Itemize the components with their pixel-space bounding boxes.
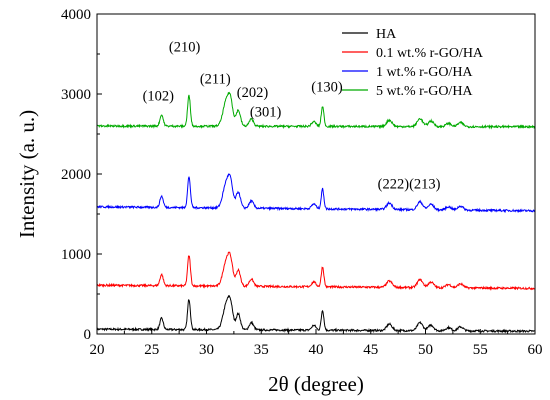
legend-label: 1 wt.% r-GO/HA	[376, 65, 473, 80]
x-tick-label: 25	[144, 342, 159, 358]
y-axis-title: Intensity (a. u.)	[15, 110, 39, 238]
peak-annotation: (102)	[143, 88, 175, 104]
y-tick-label: 3000	[61, 87, 91, 103]
x-tick-label: 30	[199, 342, 214, 358]
legend: HA 0.1 wt.% r-GO/HA 1 wt.% r-GO/HA 5 wt.% r…	[342, 27, 484, 99]
x-axis-title: 2θ (degree)	[268, 372, 364, 396]
y-tick-label: 1000	[61, 247, 91, 263]
x-tick-label: 60	[528, 342, 543, 358]
series-line	[96, 173, 536, 214]
legend-label: 0.1 wt.% r-GO/HA	[376, 46, 484, 61]
series-line	[96, 294, 536, 334]
series-line	[96, 251, 536, 291]
x-tick-label: 20	[90, 342, 105, 358]
x-tick-label: 45	[363, 342, 378, 358]
peak-annotation: (211)	[200, 72, 231, 88]
series-line	[96, 91, 536, 130]
y-tick-label: 2000	[61, 167, 91, 183]
x-tick-label: 55	[473, 342, 488, 358]
x-tick-label: 40	[309, 342, 324, 358]
axis-layer: 20 25 30 35 40 45 50 55 60 0 1000 2000 3000 4000	[61, 7, 543, 358]
peak-annotation: (210)	[169, 40, 201, 56]
legend-label: HA	[376, 27, 397, 42]
y-tick-label: 4000	[61, 7, 91, 23]
x-tick-label: 35	[254, 342, 269, 358]
peak-annotation: (301)	[250, 104, 282, 120]
x-tick-label: 50	[418, 342, 433, 358]
series-layer	[96, 91, 536, 334]
y-tick-label: 0	[84, 327, 92, 343]
peak-annotation: (202)	[237, 85, 269, 101]
peak-annotation: (130)	[311, 80, 343, 96]
legend-label: 5 wt.% r-GO/HA	[376, 84, 473, 99]
peak-annotation: (222)(213)	[378, 176, 441, 192]
annotation-layer: (102) (210) (211) (202) (301) (130) (222)(213)	[143, 40, 441, 193]
